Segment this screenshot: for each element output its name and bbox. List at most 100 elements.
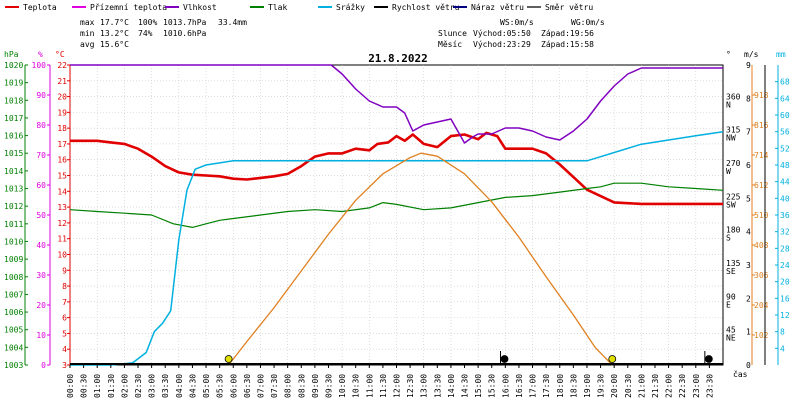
degc-axis-label-14: 8	[62, 282, 67, 291]
hpa-axis-label-16: 1004	[4, 343, 23, 352]
x-label-43: 21:30	[651, 374, 660, 398]
x-label-38: 19:00	[583, 374, 592, 398]
sun-rise: Východ:05:50	[473, 29, 531, 38]
x-label-5: 02:30	[134, 374, 143, 398]
x-label-10: 05:00	[202, 374, 211, 398]
orange-label-8: 102	[754, 331, 769, 340]
x-label-21: 10:30	[352, 374, 361, 398]
x-label-20: 10:00	[338, 374, 347, 398]
dir-name-1: NW	[726, 134, 736, 143]
degc-axis-label-11: 11	[57, 235, 67, 244]
pct-axis-label-7: 30	[36, 271, 46, 280]
mm-label-14: 12	[780, 311, 790, 320]
degc-axis-label-4: 18	[57, 124, 67, 133]
dir-label-6: 90	[726, 292, 736, 301]
x-label-0: 00:00	[66, 374, 75, 398]
mm-unit: mm	[776, 50, 786, 59]
legend-label-7: Směr větru	[545, 3, 593, 12]
orange-label-7: 204	[754, 301, 769, 310]
x-label-34: 17:00	[529, 374, 538, 398]
dir-label-1: 315	[726, 126, 741, 135]
x-label-35: 17:30	[542, 374, 551, 398]
x-label-36: 18:00	[556, 374, 565, 398]
x-label-33: 16:30	[515, 374, 524, 398]
series-line-0	[70, 131, 723, 206]
hpa-axis-label-8: 1012	[4, 202, 23, 211]
moon-rise: Východ:23:29	[473, 40, 531, 49]
moon-set: Západ:15:58	[541, 40, 594, 49]
x-label-12: 06:00	[229, 374, 238, 398]
x-label-39: 19:30	[597, 374, 606, 398]
legend-label-4: Srážky	[336, 3, 365, 12]
moonset-marker	[500, 355, 509, 363]
pct-axis-label-5: 50	[36, 211, 46, 220]
x-label-16: 08:00	[284, 374, 293, 398]
hpa-axis-label-0: 1020	[4, 61, 23, 70]
x-label-47: 23:30	[705, 374, 714, 398]
mm-label-1: 64	[780, 94, 790, 103]
stat-max-label: max	[80, 18, 95, 27]
moon-label: Měsíc	[438, 40, 462, 49]
legend-label-2: Vlhkost	[183, 3, 217, 12]
stat-min-label: min	[80, 29, 95, 38]
ms-label-1: 8	[746, 94, 751, 103]
degc-axis-label-1: 21	[57, 77, 67, 86]
mm-label-15: 8	[780, 328, 785, 337]
mm-label-2: 60	[780, 111, 790, 120]
mm-label-13: 16	[780, 294, 790, 303]
x-label-2: 01:00	[93, 374, 102, 398]
mm-label-9: 32	[780, 228, 790, 237]
wind-wg: WG:0m/s	[571, 18, 605, 27]
x-label-15: 07:30	[270, 374, 279, 398]
degc-axis-label-13: 9	[62, 266, 67, 275]
mm-label-7: 40	[780, 194, 790, 203]
x-label-42: 21:00	[637, 374, 646, 398]
hpa-axis-label-12: 1008	[4, 273, 23, 282]
dir-label-0: 360	[726, 92, 741, 101]
orange-label-4: 510	[754, 211, 769, 220]
orange-label-0: 918	[754, 91, 769, 100]
legend: Teplota Přízemní teplota Vlhkost Tlak Srážky…	[5, 3, 593, 12]
x-label-31: 15:30	[488, 374, 497, 398]
pct-axis-label-0: 100	[32, 61, 47, 70]
degc-axis-label-3: 19	[57, 108, 67, 117]
x-label-6: 03:00	[148, 374, 157, 398]
x-label-25: 12:30	[406, 374, 415, 398]
x-label-45: 22:30	[678, 374, 687, 398]
ms-label-7: 2	[746, 294, 751, 303]
orange-label-5: 408	[754, 241, 769, 250]
dir-name-5: SE	[726, 267, 736, 276]
orange-label-1: 816	[754, 121, 769, 130]
hpa-axis-label-11: 1009	[4, 255, 23, 264]
mm-label-12: 20	[780, 278, 790, 287]
dir-name-2: W	[726, 167, 731, 176]
x-label-44: 22:00	[665, 374, 674, 398]
x-label-9: 04:30	[188, 374, 197, 398]
pct-axis-label-8: 20	[36, 301, 46, 310]
ms-unit: m/s	[744, 50, 759, 59]
hpa-axis-label-1: 1019	[4, 79, 23, 88]
mm-label-8: 36	[780, 211, 790, 220]
hpa-axis-label-4: 1016	[4, 132, 23, 141]
x-label-14: 07:00	[256, 374, 265, 398]
x-label-29: 14:30	[461, 374, 470, 398]
hpa-axis-label-17: 1003	[4, 361, 23, 370]
degc-axis-label-5: 17	[57, 140, 67, 149]
series-line-1	[70, 64, 723, 144]
sunrise-marker	[224, 355, 233, 363]
mm-label-10: 28	[780, 244, 790, 253]
ms-label-3: 6	[746, 161, 751, 170]
degc-axis-label-0: 22	[57, 61, 67, 70]
stat-max-temp: 17.7°C	[100, 18, 129, 27]
degc-unit: °C	[55, 50, 65, 59]
stats-block: max 17.7°C 100% 1013.7hPa 33.4mm min 13.2°C 74%…	[80, 18, 605, 49]
x-label-19: 09:30	[324, 374, 333, 398]
dir-name-6: E	[726, 300, 731, 309]
sunset-marker	[608, 355, 617, 363]
legend-label-1: Přízemní teplota	[90, 3, 167, 12]
pct-axis-label-1: 90	[36, 91, 46, 100]
stat-min-temp: 13.2°C	[100, 29, 129, 38]
pct-axis-label-2: 80	[36, 121, 46, 130]
series-line-4	[228, 152, 613, 366]
x-label-28: 14:00	[447, 374, 456, 398]
